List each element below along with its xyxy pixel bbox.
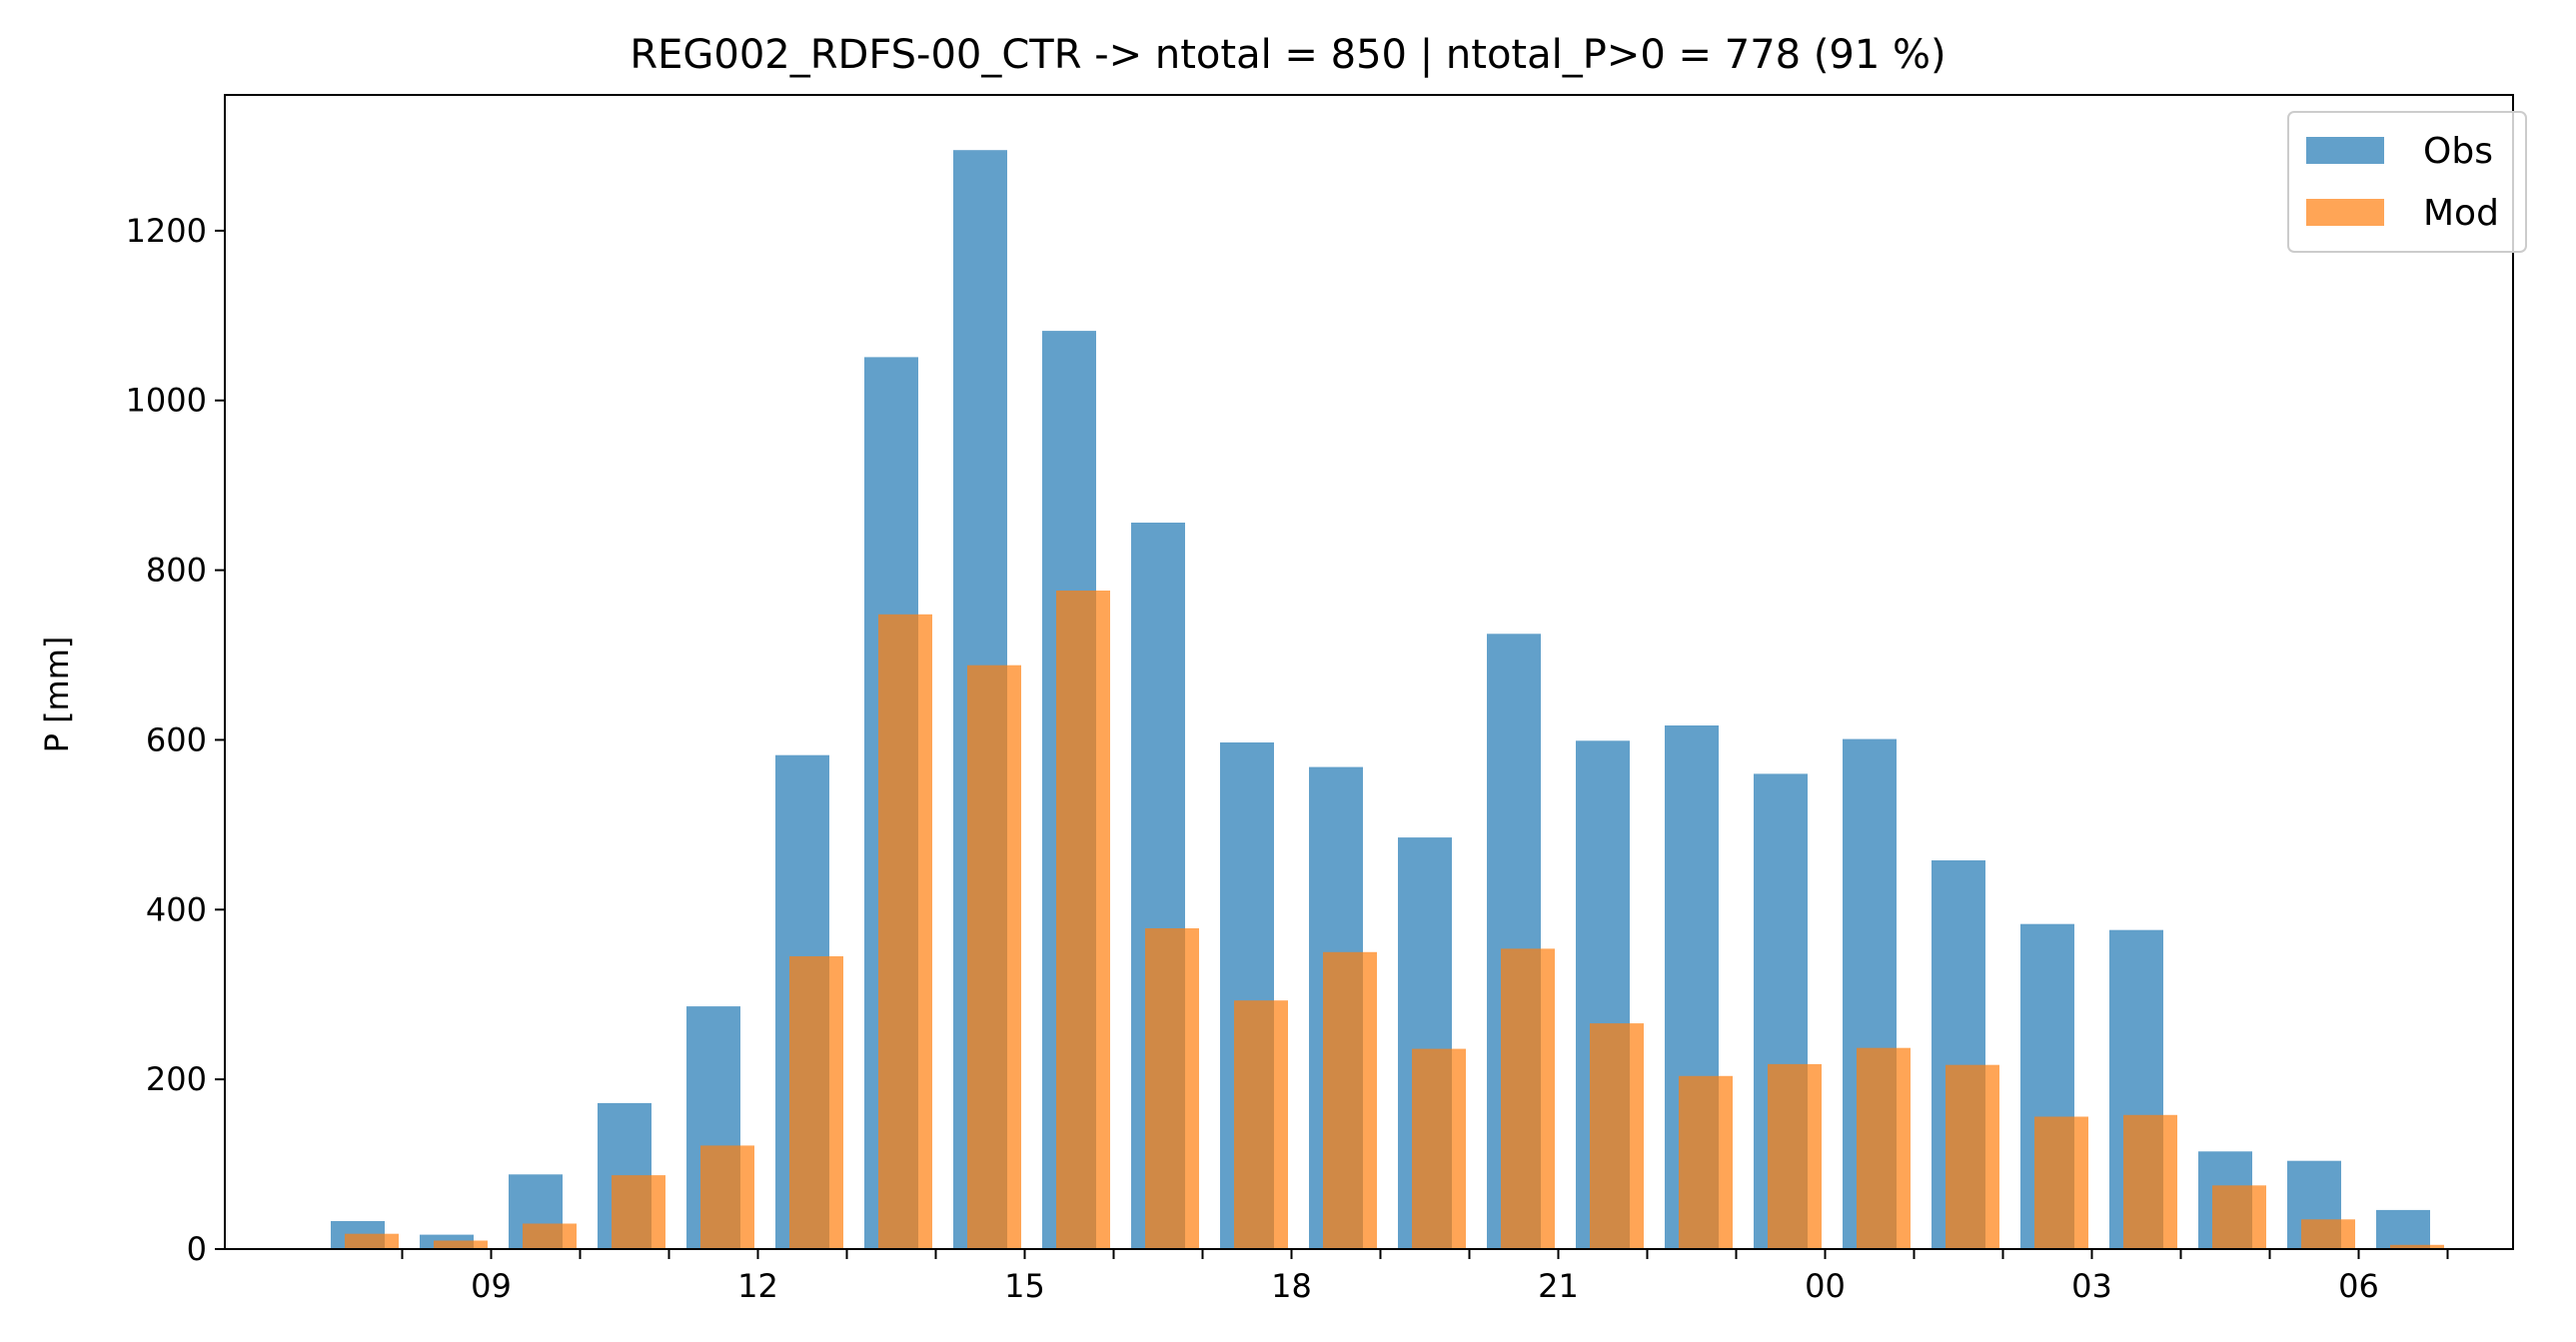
bar-mod-11 [612,1175,665,1249]
legend-swatch-mod [2306,199,2384,226]
bar-mod-19 [1323,951,1377,1249]
y-axis-label: P [mm] [38,637,76,753]
legend: Obs Mod [2287,111,2527,253]
x-tick-label-03: 03 [2071,1267,2112,1305]
bar-mod-02 [1945,1064,1999,1249]
y-tick-label: 600 [146,720,207,758]
bar-mod-18 [1234,1000,1288,1249]
bar-mod-06 [2301,1219,2355,1249]
bar-mod-16 [1056,591,1110,1249]
legend-swatch-obs [2306,137,2384,164]
y-tick-label: 1000 [126,382,207,420]
x-tick-label-15: 15 [1004,1267,1045,1305]
x-tick-label-09: 09 [471,1267,512,1305]
bar-mod-13 [789,956,843,1249]
bar-mod-01 [1857,1047,1911,1249]
y-axis: 0 200 400 600 800 1000 1200 [126,212,225,1268]
y-tick-label: 200 [146,1060,207,1098]
legend-label-obs: Obs [2423,131,2493,172]
bar-mod-00 [1768,1063,1822,1249]
bar-mod-17 [1145,928,1199,1249]
bar-mod-03 [2034,1116,2088,1249]
bar-mod-21 [1501,948,1555,1249]
x-tick-label-06: 06 [2338,1267,2379,1305]
bar-mod-23 [1679,1075,1733,1250]
bar-mod-15 [967,665,1021,1249]
plot-frame [224,94,2514,1250]
bar-mod-05 [2212,1185,2266,1249]
chart-title: REG002_RDFS-00_CTR -> ntotal = 850 | nto… [630,32,1945,78]
x-tick-label-18: 18 [1271,1267,1312,1305]
x-tick-label-21: 21 [1538,1267,1579,1305]
y-tick-label: 1200 [126,212,207,250]
y-tick-label: 800 [146,552,207,590]
legend-label-mod: Mod [2423,193,2499,234]
bar-mod-04 [2123,1114,2177,1249]
x-tick-label-12: 12 [737,1267,778,1305]
bar-mod-08 [345,1233,399,1249]
x-tick-label-00: 00 [1805,1267,1846,1305]
y-tick-label: 400 [146,890,207,928]
bar-obs-07 [2376,1209,2430,1249]
bar-mod-14 [878,614,932,1250]
bar-mod-09 [434,1240,488,1249]
bar-mod-22 [1590,1023,1644,1249]
x-axis: 09 12 15 18 21 00 03 06 [401,1249,2449,1305]
bar-mod-12 [700,1145,754,1249]
y-tick-label: 0 [187,1230,207,1268]
bar-mod-20 [1412,1048,1466,1249]
bars-layer [331,150,2444,1250]
bar-mod-07 [2390,1244,2444,1249]
bar-mod-10 [523,1223,577,1249]
